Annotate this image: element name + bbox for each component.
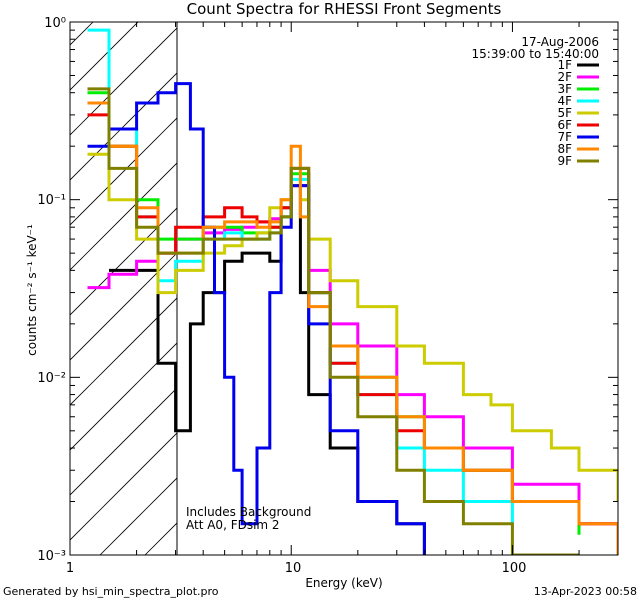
hatch-line bbox=[70, 387, 177, 496]
y-axis-label: counts cm⁻² s⁻¹ keV⁻¹ bbox=[25, 224, 39, 356]
series-line-8F bbox=[87, 101, 618, 555]
legend-label-2F: 2F bbox=[557, 70, 572, 84]
y-tick-label-1e-2: 10⁻² bbox=[37, 371, 66, 386]
hatch-line bbox=[70, 162, 177, 271]
series-group bbox=[87, 28, 618, 555]
series-line-1F bbox=[109, 184, 426, 555]
legend-label-7F: 7F bbox=[557, 130, 572, 144]
y-tick-label-1e-3: 10⁻³ bbox=[37, 549, 66, 564]
legend-label-5F: 5F bbox=[557, 106, 572, 120]
hatch-line bbox=[70, 72, 177, 181]
series-line-7F bbox=[87, 82, 426, 555]
hatch-line bbox=[415, 0, 640, 555]
hatch-line bbox=[70, 252, 177, 361]
legend-label-6F: 6F bbox=[557, 118, 572, 132]
hatch-line bbox=[235, 0, 640, 555]
date-label: 17-Aug-2006 bbox=[521, 35, 599, 49]
hatch-line bbox=[70, 117, 177, 226]
chart-title: Count Spectra for RHESSI Front Segments bbox=[187, 0, 502, 18]
legend-label-8F: 8F bbox=[557, 142, 572, 156]
hatch-line bbox=[370, 0, 640, 555]
y-tick-label-1e-1: 10⁻¹ bbox=[37, 193, 66, 208]
x-axis-label: Energy (keV) bbox=[305, 576, 382, 590]
legend-label-1F: 1F bbox=[557, 58, 572, 72]
background-annotation: Includes Background bbox=[186, 505, 311, 519]
hatch-line bbox=[325, 0, 640, 555]
hatch-line bbox=[70, 27, 177, 136]
footer-generator: Generated by hsi_min_spectra_plot.pro bbox=[3, 585, 219, 598]
hatch-line bbox=[70, 432, 177, 541]
x-tick-label-1: 1 bbox=[66, 561, 74, 576]
hatch-line bbox=[460, 0, 640, 555]
hatch-line bbox=[505, 0, 640, 555]
hatch-line bbox=[70, 207, 177, 316]
hatch-line bbox=[70, 22, 94, 46]
x-tick-label-10: 10 bbox=[285, 561, 302, 576]
plot-frame bbox=[69, 21, 619, 556]
legend-label-4F: 4F bbox=[557, 94, 572, 108]
footer-timestamp: 13-Apr-2023 00:58 bbox=[534, 585, 637, 598]
hatch-line bbox=[280, 0, 640, 555]
series-line-2F bbox=[87, 184, 618, 555]
hatch-line bbox=[70, 297, 177, 406]
series-line-9F bbox=[87, 87, 579, 555]
time-range-label: 15:39:00 to 15:40:00 bbox=[472, 47, 599, 61]
x-tick-label-100: 100 bbox=[502, 561, 527, 576]
background-hatch-region bbox=[0, 0, 640, 555]
series-line-6F bbox=[87, 113, 618, 555]
y-tick-label-1e0: 10⁰ bbox=[44, 16, 66, 31]
hatch-line bbox=[70, 22, 139, 91]
legend-label-3F: 3F bbox=[557, 82, 572, 96]
attenuator-annotation: Att A0, FDsim 2 bbox=[186, 518, 280, 532]
axis-ticks bbox=[69, 21, 619, 556]
legend-label-9F: 9F bbox=[557, 154, 572, 168]
hatch-line bbox=[0, 0, 115, 555]
